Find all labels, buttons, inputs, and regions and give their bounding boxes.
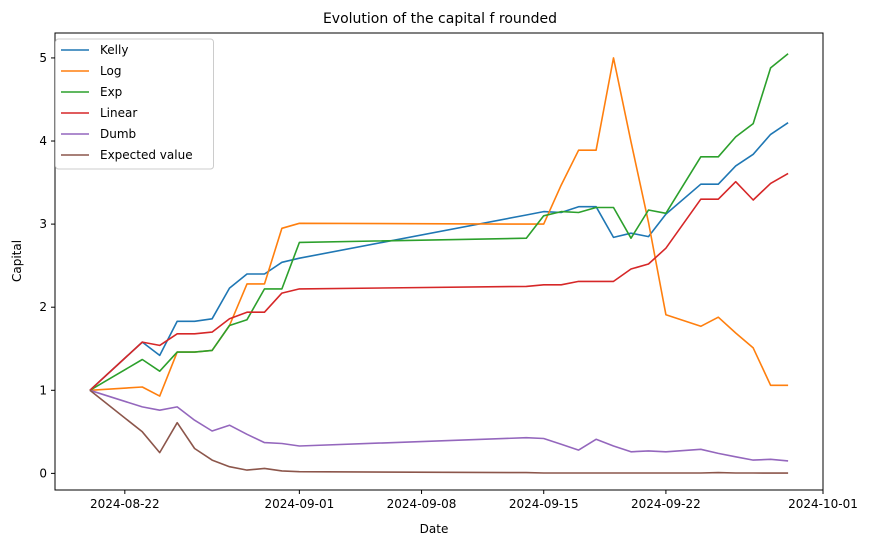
series-lines: [89, 53, 789, 474]
legend-box: [55, 38, 214, 170]
legend: Kelly Log Exp Linear Dumb Expected value: [55, 38, 214, 170]
y-axis: 0 1 2 3 4 5: [39, 51, 55, 480]
y-tick-label-0: 0: [39, 466, 47, 480]
series-line-4: [89, 389, 789, 462]
x-tick-label-5: 2024-10-01: [788, 497, 858, 511]
legend-label-3: Linear: [100, 106, 137, 120]
y-tick-label-5: 5: [39, 51, 47, 65]
chart-title: Evolution of the capital f rounded: [323, 11, 557, 27]
series-line-5: [89, 389, 789, 474]
legend-label-2: Exp: [100, 85, 122, 99]
x-tick-label-0: 2024-08-22: [90, 497, 160, 511]
x-axis: 2024-08-22 2024-09-01 2024-09-08 2024-09-15…: [90, 490, 858, 511]
series-line-0: [89, 122, 789, 391]
x-axis-label: Date: [420, 522, 449, 536]
legend-label-0: Kelly: [100, 43, 128, 57]
x-tick-label-4: 2024-09-22: [631, 497, 701, 511]
series-line-2: [89, 53, 789, 391]
x-tick-label-2: 2024-09-08: [387, 497, 457, 511]
y-tick-label-1: 1: [39, 383, 47, 397]
y-tick-label-4: 4: [39, 134, 47, 148]
legend-label-4: Dumb: [100, 127, 136, 141]
y-tick-label-2: 2: [39, 300, 47, 314]
y-axis-label: Capital: [10, 240, 24, 282]
legend-label-5: Expected value: [100, 148, 193, 162]
series-line-3: [89, 172, 789, 391]
x-tick-label-3: 2024-09-15: [509, 497, 579, 511]
x-tick-label-1: 2024-09-01: [264, 497, 334, 511]
y-tick-label-3: 3: [39, 217, 47, 231]
legend-label-1: Log: [100, 64, 121, 78]
